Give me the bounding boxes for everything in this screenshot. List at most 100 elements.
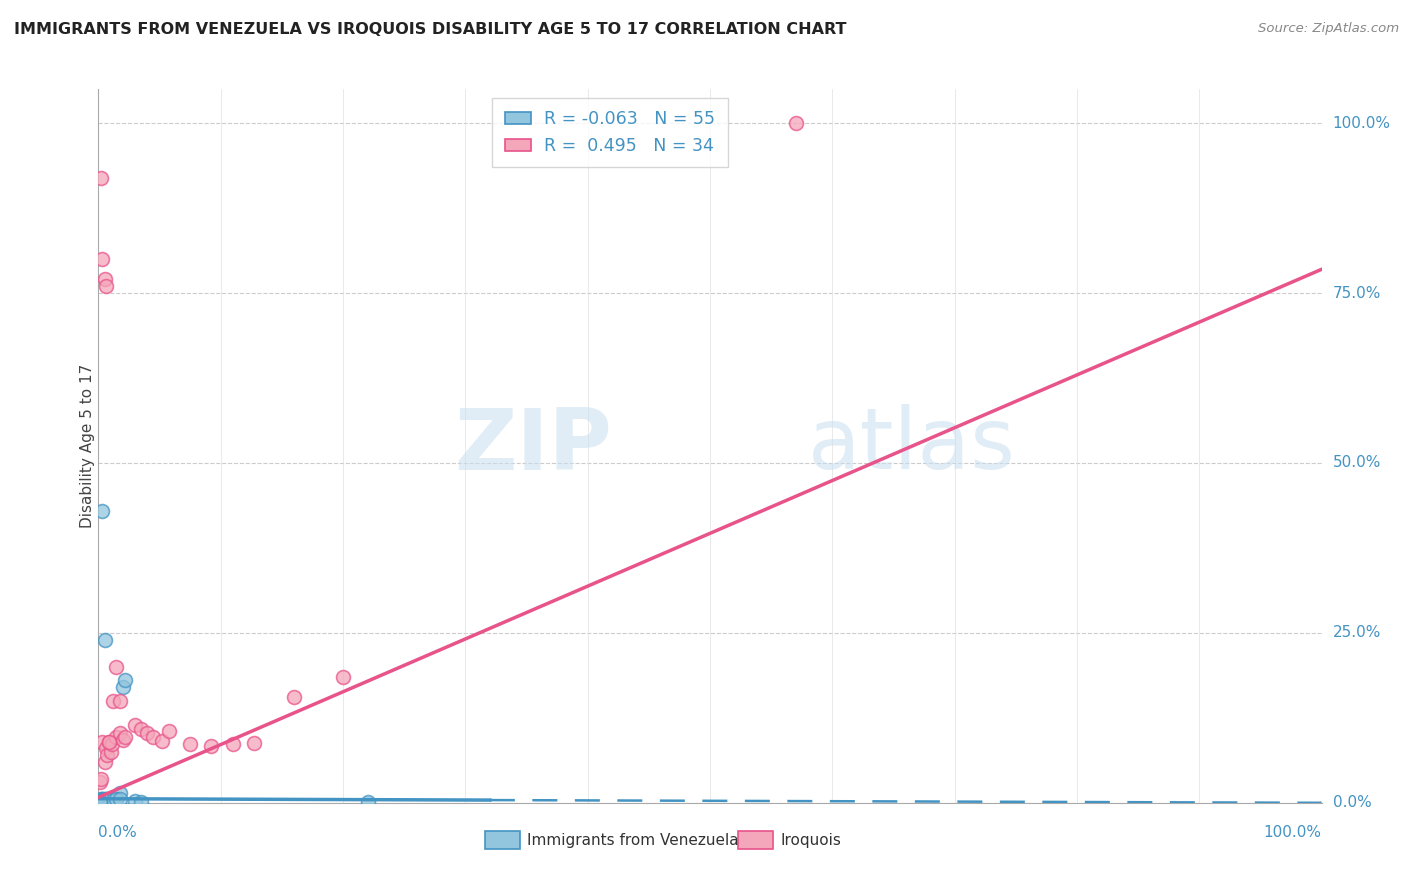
Point: [94, 741, 117, 756]
Point: [89, 775, 111, 789]
Point: [91, 791, 114, 805]
Point: [91, 794, 114, 808]
Point: [104, 792, 127, 806]
Point: [90, 794, 112, 808]
Point: [222, 737, 245, 751]
Point: [91, 252, 114, 266]
Point: [129, 795, 152, 809]
Point: [91, 793, 114, 807]
Text: 0.0%: 0.0%: [1333, 796, 1371, 810]
Text: ZIP: ZIP: [454, 404, 612, 488]
Point: [103, 793, 125, 807]
Point: [89, 794, 111, 808]
Text: Source: ZipAtlas.com: Source: ZipAtlas.com: [1258, 22, 1399, 36]
Point: [111, 680, 134, 694]
Point: [157, 724, 180, 739]
Point: [785, 116, 807, 130]
Point: [93, 632, 115, 647]
Point: [129, 722, 152, 736]
Point: [200, 739, 222, 754]
Text: 25.0%: 25.0%: [1333, 625, 1381, 640]
Point: [96, 793, 118, 807]
Point: [91, 793, 114, 807]
Point: [94, 792, 117, 806]
Point: [110, 726, 132, 740]
Text: 0.0%: 0.0%: [98, 825, 138, 840]
Text: 100.0%: 100.0%: [1333, 116, 1391, 131]
Point: [104, 792, 127, 806]
Point: [150, 734, 173, 748]
Point: [91, 794, 114, 808]
Point: [93, 272, 115, 286]
Point: [89, 795, 111, 809]
Point: [98, 734, 121, 748]
Point: [101, 793, 124, 807]
Point: [93, 794, 115, 808]
Point: [89, 795, 111, 809]
Point: [124, 794, 146, 808]
Point: [91, 794, 114, 808]
Point: [136, 726, 159, 740]
Point: [90, 170, 112, 185]
Point: [90, 794, 112, 808]
Text: 100.0%: 100.0%: [1264, 825, 1322, 840]
Point: [100, 793, 122, 807]
Text: atlas: atlas: [808, 404, 1017, 488]
Point: [93, 794, 115, 808]
Point: [100, 745, 122, 759]
Y-axis label: Disability Age 5 to 17: Disability Age 5 to 17: [80, 364, 94, 528]
Point: [89, 795, 111, 809]
Point: [94, 792, 117, 806]
Point: [90, 794, 112, 808]
Point: [104, 730, 127, 744]
Point: [356, 795, 378, 809]
Point: [124, 717, 146, 731]
Point: [96, 748, 118, 763]
Point: [90, 794, 112, 808]
Point: [94, 279, 117, 293]
Point: [91, 791, 114, 805]
Point: [89, 795, 111, 809]
Point: [89, 795, 111, 809]
Point: [110, 694, 132, 708]
Point: [110, 786, 132, 800]
Point: [142, 730, 165, 744]
Text: 75.0%: 75.0%: [1333, 285, 1381, 301]
Point: [89, 795, 111, 809]
Point: [93, 793, 115, 807]
Point: [332, 670, 354, 684]
Point: [91, 794, 114, 808]
Point: [94, 793, 117, 807]
Point: [89, 794, 111, 808]
Legend: R = -0.063   N = 55, R =  0.495   N = 34: R = -0.063 N = 55, R = 0.495 N = 34: [492, 98, 728, 167]
Point: [93, 755, 115, 769]
Point: [89, 794, 111, 808]
Point: [90, 794, 112, 808]
Text: IMMIGRANTS FROM VENEZUELA VS IROQUOIS DISABILITY AGE 5 TO 17 CORRELATION CHART: IMMIGRANTS FROM VENEZUELA VS IROQUOIS DI…: [14, 22, 846, 37]
Point: [242, 736, 264, 750]
Point: [90, 794, 112, 808]
Point: [89, 794, 111, 808]
Point: [114, 730, 136, 744]
Point: [101, 737, 124, 751]
Point: [91, 793, 114, 807]
Point: [98, 734, 121, 748]
Point: [90, 792, 112, 806]
Point: [89, 794, 111, 808]
Point: [111, 732, 134, 747]
Point: [98, 792, 121, 806]
Text: Iroquois: Iroquois: [780, 833, 841, 847]
Point: [101, 794, 124, 808]
Text: Immigrants from Venezuela: Immigrants from Venezuela: [527, 833, 740, 847]
Point: [90, 793, 112, 807]
Point: [104, 660, 127, 674]
Point: [110, 792, 132, 806]
Point: [90, 772, 112, 786]
Point: [93, 793, 115, 807]
Point: [91, 734, 114, 748]
Point: [98, 793, 121, 807]
Point: [114, 673, 136, 688]
Point: [91, 503, 114, 517]
Text: 50.0%: 50.0%: [1333, 456, 1381, 470]
Point: [283, 690, 305, 705]
